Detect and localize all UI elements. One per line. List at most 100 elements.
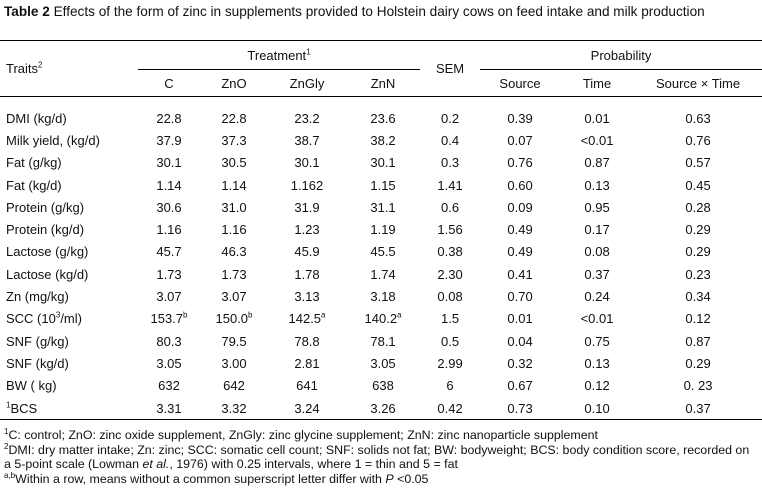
trait-label: Lactose (kg/d) [6, 266, 89, 282]
sem-value: 0.4 [440, 132, 460, 148]
treatment-value: 30.5 [221, 155, 247, 171]
probability-value: 0.75 [584, 333, 610, 349]
sem-value: 0.5 [440, 333, 460, 349]
treatment-value: 3.24 [268, 396, 346, 421]
table-row: Protein (kg/d) 1.16 1.16 1.23 1.19 1.56 0.49 0.… [0, 218, 762, 240]
sem-header: SEM [420, 40, 481, 97]
treatment-value: 37.3 [221, 132, 247, 148]
prob-header-interaction: Source × Time [634, 69, 762, 97]
probability-value: 0.10 [560, 396, 635, 421]
probability-value: 0.09 [507, 199, 533, 215]
probability-value: 0.34 [685, 289, 711, 305]
treatment-value: 1.14 [156, 177, 182, 193]
treatment-value: 37.9 [156, 132, 182, 148]
probability-value: 0.49 [507, 222, 533, 238]
trait-label: Zn (mg/kg) [6, 289, 69, 305]
table-row: Milk yield, (kg/d) 37.9 37.3 38.7 38.2 0.4 0.0… [0, 129, 762, 151]
treatment-value: 642 [223, 378, 245, 394]
sem-value: 1.5 [440, 311, 460, 327]
treatment-header-znn: ZnN [346, 69, 421, 97]
treatment-value: 3.26 [346, 396, 421, 421]
treatment-value: 46.3 [221, 244, 247, 260]
trait-label: Lactose (g/kg) [6, 244, 89, 260]
treatment-value: 1.16 [221, 222, 247, 238]
treatment-value: 78.1 [370, 333, 396, 349]
treatment-value: 632 [158, 378, 180, 394]
table-row: Lactose (g/kg) 45.7 46.3 45.9 45.5 0.38 0.49 0.… [0, 241, 762, 263]
probability-value: 0.37 [584, 266, 610, 282]
sem-value: 0.08 [437, 289, 463, 305]
treatment-value: 31.9 [294, 199, 320, 215]
probability-value: 0.29 [685, 222, 711, 238]
prob-header-source: Source [480, 69, 561, 97]
table-row: 1BCS 3.31 3.32 3.24 3.26 0.42 0.73 0.10 0.37 [0, 396, 762, 421]
treatment-header-c: C [138, 69, 200, 97]
trait-label: Fat (g/kg) [6, 155, 62, 171]
probability-value: 0.76 [685, 132, 711, 148]
treatment-value: 30.6 [156, 199, 182, 215]
probability-value: 0.13 [584, 177, 610, 193]
trait-label: 1BCS [0, 396, 138, 421]
treatment-value: 2.81 [294, 355, 320, 371]
table-row: Protein (g/kg) 30.6 31.0 31.9 31.1 0.6 0.09 0.9… [0, 196, 762, 218]
treatment-value: 3.05 [156, 355, 182, 371]
table-row: SCC (103/ml) 153.7b 150.0b 142.5a 140.2a 1.5 0… [0, 308, 762, 330]
probability-group-header: Probability [480, 40, 762, 70]
treatment-value: 140.2a [364, 310, 402, 327]
trait-label: Protein (kg/d) [6, 222, 85, 238]
probability-value: <0.01 [580, 311, 614, 327]
probability-value: 0.24 [584, 289, 610, 305]
sem-value: 2.30 [437, 266, 463, 282]
treatment-header-zngly: ZnGly [268, 69, 346, 97]
table-row: Fat (kg/d) 1.14 1.14 1.162 1.15 1.41 0.60 0.13 0… [0, 174, 762, 196]
treatment-value: 1.73 [221, 266, 247, 282]
treatment-value: 142.5a [288, 310, 326, 327]
treatment-value: 1.73 [156, 266, 182, 282]
treatment-header-zno: ZnO [200, 69, 268, 97]
probability-value: 0.39 [507, 110, 533, 126]
treatment-value: 22.8 [221, 110, 247, 126]
treatment-value: 30.1 [370, 155, 396, 171]
sem-value: 1.56 [437, 222, 463, 238]
probability-value: 0.60 [507, 177, 533, 193]
treatment-value: 3.07 [156, 289, 182, 305]
probability-value: 0.23 [685, 266, 711, 282]
traits-header: Traits2 [0, 40, 138, 97]
treatment-value: 23.6 [370, 110, 396, 126]
probability-value: 0.17 [584, 222, 610, 238]
treatment-value: 38.2 [370, 132, 396, 148]
probability-value: 0.73 [480, 396, 561, 421]
probability-value: 0.29 [685, 244, 711, 260]
treatment-value: 150.0b [215, 310, 253, 327]
probability-value: 0.28 [685, 199, 711, 215]
probability-value: 0.76 [507, 155, 533, 171]
treatment-value: 638 [372, 378, 394, 394]
trait-label: Fat (kg/d) [6, 177, 62, 193]
probability-value: 0.67 [507, 378, 533, 394]
sem-value: 0.38 [437, 244, 463, 260]
table-caption: Effects of the form of zinc in supplemen… [49, 4, 705, 19]
treatment-value: 3.07 [221, 289, 247, 305]
table-row: SNF (g/kg) 80.3 79.5 78.8 78.1 0.5 0.04 0.75 0.8… [0, 330, 762, 352]
treatment-value: 641 [296, 378, 318, 394]
probability-value: 0.29 [685, 355, 711, 371]
probability-value: 0.45 [685, 177, 711, 193]
sem-value: 0.3 [440, 155, 460, 171]
sem-value: 2.99 [437, 355, 463, 371]
probability-value: 0.95 [584, 199, 610, 215]
sem-value: 0.6 [440, 199, 460, 215]
treatment-value: 153.7b [150, 310, 188, 327]
treatment-value: 3.05 [370, 355, 396, 371]
treatment-value: 45.7 [156, 244, 182, 260]
probability-value: 0.63 [685, 110, 711, 126]
treatment-value: 38.7 [294, 132, 320, 148]
treatment-value: 3.31 [138, 396, 200, 421]
treatment-value: 31.0 [221, 199, 247, 215]
treatment-value: 45.5 [370, 244, 396, 260]
trait-label: Protein (g/kg) [6, 199, 85, 215]
treatment-value: 1.19 [370, 222, 396, 238]
probability-value: 0.70 [507, 289, 533, 305]
footnotes: 1C: control; ZnO: zinc oxide supplement,… [4, 427, 758, 486]
sem-value: 0.42 [420, 396, 481, 421]
